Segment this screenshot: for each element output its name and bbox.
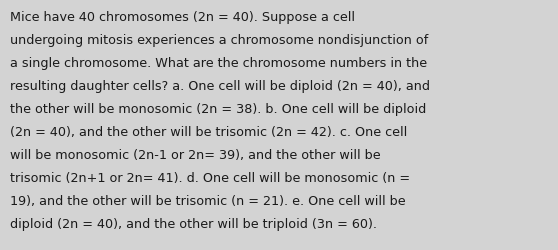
Text: the other will be monosomic (2n = 38). b. One cell will be diploid: the other will be monosomic (2n = 38). b… <box>10 102 426 116</box>
Text: 19), and the other will be trisomic (n = 21). e. One cell will be: 19), and the other will be trisomic (n =… <box>10 194 406 207</box>
Text: diploid (2n = 40), and the other will be triploid (3n = 60).: diploid (2n = 40), and the other will be… <box>10 218 377 230</box>
Text: (2n = 40), and the other will be trisomic (2n = 42). c. One cell: (2n = 40), and the other will be trisomi… <box>10 126 407 138</box>
Text: resulting daughter cells? a. One cell will be diploid (2n = 40), and: resulting daughter cells? a. One cell wi… <box>10 80 430 92</box>
Text: trisomic (2n+1 or 2n= 41). d. One cell will be monosomic (n =: trisomic (2n+1 or 2n= 41). d. One cell w… <box>10 172 410 184</box>
Text: a single chromosome. What are the chromosome numbers in the: a single chromosome. What are the chromo… <box>10 56 427 70</box>
Text: Mice have 40 chromosomes (2n = 40). Suppose a cell: Mice have 40 chromosomes (2n = 40). Supp… <box>10 10 355 24</box>
Text: will be monosomic (2n-1 or 2n= 39), and the other will be: will be monosomic (2n-1 or 2n= 39), and … <box>10 148 381 162</box>
Text: undergoing mitosis experiences a chromosome nondisjunction of: undergoing mitosis experiences a chromos… <box>10 34 429 46</box>
